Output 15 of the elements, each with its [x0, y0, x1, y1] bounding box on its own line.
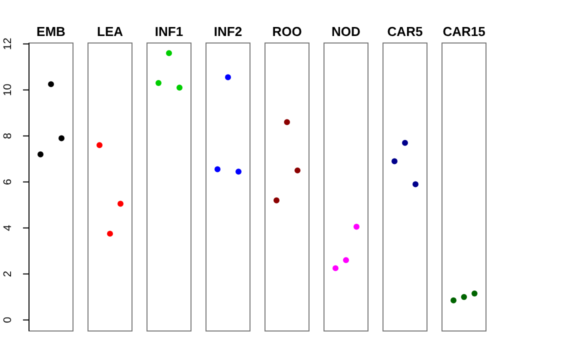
y-tick-label: 4 — [2, 224, 14, 232]
x-tick-label: NOD — [332, 24, 360, 39]
x-tick-label: INF2 — [214, 24, 242, 39]
y-tick-label: 2 — [2, 270, 14, 278]
y-tick-label: 10 — [2, 84, 14, 96]
x-tick-label: INF1 — [154, 24, 184, 39]
x-tick-label: EMB — [36, 24, 66, 39]
x-tick-label: LEA — [97, 24, 124, 39]
y-tick-label: 6 — [2, 178, 14, 185]
x-tick-label: ROO — [272, 24, 302, 39]
x-tick-label: CAR15 — [442, 24, 486, 39]
y-tick-label: 0 — [2, 316, 14, 324]
x-tick-label: CAR5 — [387, 24, 423, 39]
y-tick-label: 8 — [2, 132, 14, 139]
y-tick-label: 12 — [2, 38, 14, 50]
